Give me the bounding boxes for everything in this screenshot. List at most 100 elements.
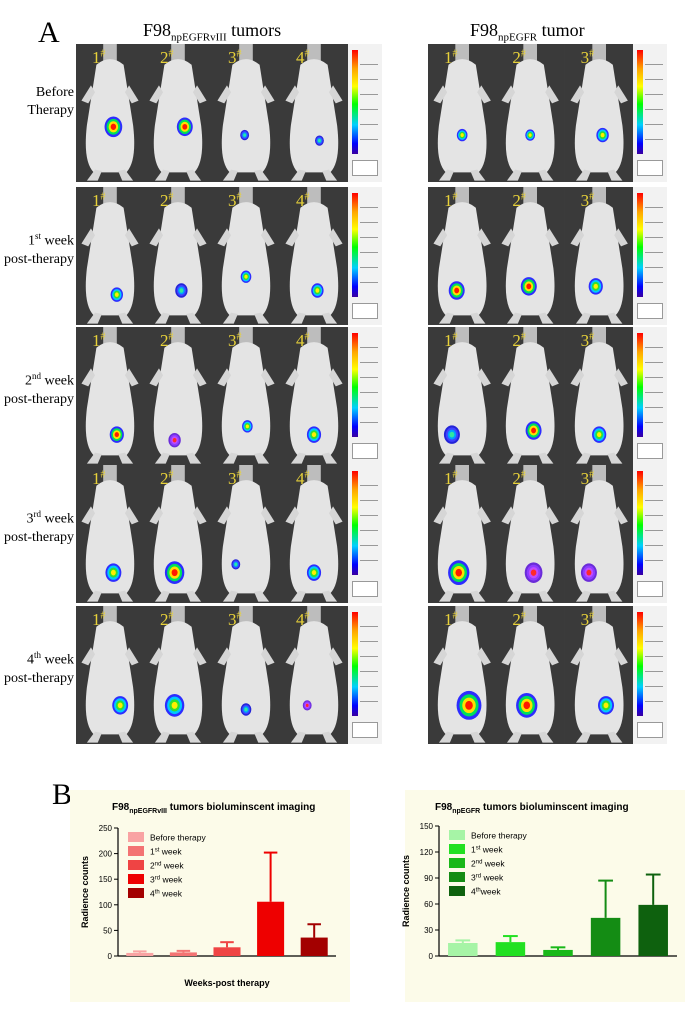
bioluminescence-spot	[172, 437, 177, 443]
mouse-number: 2	[512, 331, 521, 350]
mouse-image: 4#	[280, 44, 348, 182]
holder	[171, 327, 185, 347]
mouse-number: 2	[160, 48, 169, 67]
row-label-text: Before	[35, 85, 74, 100]
holder	[455, 44, 469, 64]
mouse-hindlimb-left	[154, 590, 170, 602]
mouse-hindlimb-left	[86, 452, 102, 464]
holder	[239, 187, 253, 207]
mouse-illustration	[76, 606, 144, 744]
mouse-hindlimb-left	[507, 731, 523, 743]
mouse-illustration	[564, 327, 633, 465]
mouse-hindlimb-right	[118, 169, 134, 181]
mouse-illustration	[144, 44, 212, 182]
mouse-number: 4	[296, 331, 305, 350]
panel-b-letter: B	[52, 778, 73, 811]
mouse-body	[153, 480, 203, 594]
mouse-number-suffix: #	[304, 610, 310, 622]
mouse-forelimb-right	[613, 228, 628, 247]
mouse-number-suffix: #	[589, 48, 595, 60]
row-label-tail: week	[40, 511, 74, 527]
mouse-illustration	[496, 465, 565, 603]
y-tick-label: 0	[429, 952, 434, 961]
mouse-forelimb-left	[217, 85, 232, 104]
mouse-forelimb-left	[149, 647, 164, 666]
mouse-hindlimb-left	[575, 452, 591, 464]
legend-tail: week	[159, 847, 182, 857]
mouse-image: 2#	[144, 187, 212, 325]
mouse-illustration	[280, 44, 348, 182]
mouse-forelimb-right	[124, 647, 139, 666]
bar-chart-1: 0 50 100 150 200 250 Radience counts Weeks-post…	[80, 824, 336, 988]
mouse-body	[85, 342, 135, 456]
mouse-hindlimb-left	[86, 169, 102, 181]
holder	[455, 187, 469, 207]
legend-tail: week	[481, 873, 504, 883]
row-label-line: post-therapy	[2, 391, 74, 409]
mouse-body	[437, 480, 487, 594]
mouse-number-label: 2#	[512, 331, 526, 351]
mouse-forelimb-right	[328, 506, 343, 525]
mouse-hindlimb-right	[538, 731, 554, 743]
mouse-forelimb-right	[477, 228, 491, 247]
row-label-tail: week	[40, 652, 74, 668]
mouse-number-suffix: #	[236, 331, 242, 343]
y-tick-label: 120	[420, 848, 434, 857]
legend-sup: rd	[155, 876, 160, 882]
row-label-sup: nd	[31, 371, 41, 381]
mouse-number-label: 4#	[296, 48, 310, 68]
mouse-number-suffix: #	[520, 48, 526, 60]
mouse-number-label: 2#	[512, 191, 526, 211]
row-label-text: 2	[24, 373, 32, 389]
legend-sup: nd	[155, 862, 162, 868]
bioluminescence-spot	[460, 133, 464, 137]
holder	[103, 606, 117, 626]
mouse-body	[153, 59, 203, 173]
mouse-hindlimb-left	[507, 169, 523, 181]
mouse-image: 2#	[496, 327, 565, 465]
mouse-hindlimb-right	[470, 169, 486, 181]
mouse-forelimb-left	[501, 506, 516, 525]
mouse-number-label: 3#	[581, 191, 595, 211]
bioluminescence-spot	[465, 700, 473, 710]
holder	[591, 44, 606, 64]
mouse-number-label: 4#	[296, 331, 310, 351]
chart-background-1	[70, 790, 350, 1002]
group-title-egfr: F98npEGFR tumor	[470, 20, 585, 44]
mouse-hindlimb-right	[322, 312, 338, 324]
mouse-number-suffix: #	[168, 191, 174, 203]
bioluminescence-spot	[311, 570, 317, 576]
holder	[523, 44, 538, 64]
holder	[523, 465, 538, 485]
mouse-number-suffix: #	[304, 469, 310, 481]
bar-2	[169, 952, 197, 956]
mouse-forelimb-left	[501, 368, 516, 387]
imaging-panel-L-row4: 1# 2# 3# 4#	[76, 465, 348, 603]
mouse-number: 4	[296, 610, 305, 629]
color-scale-legend-box	[352, 581, 378, 597]
mouse-forelimb-left	[81, 647, 96, 666]
color-scale-legend-box	[637, 581, 663, 597]
mouse-image: 4#	[280, 187, 348, 325]
mouse-number-suffix: #	[168, 469, 174, 481]
mouse-body	[574, 59, 624, 173]
mouse-body	[506, 202, 555, 316]
mouse-forelimb-left	[149, 506, 164, 525]
bioluminescence-spot	[318, 139, 321, 143]
mouse-hindlimb-right	[470, 312, 486, 324]
bioluminescence-spot	[179, 288, 184, 293]
imaging-panel-R-row4: 1# 2# 3#	[428, 465, 633, 603]
mouse-hindlimb-left	[154, 169, 170, 181]
chart-title-sub: npEGFRvIII	[129, 808, 167, 815]
row-label-line: Therapy	[2, 102, 74, 120]
legend-sup: st	[155, 848, 160, 854]
chart-title-sub: npEGFR	[452, 808, 481, 815]
mouse-number: 3	[580, 469, 590, 488]
mouse-image: 1#	[428, 465, 497, 603]
legend-text: 1	[150, 847, 155, 857]
mouse-number-suffix: #	[589, 610, 595, 622]
color-scale-ticks	[360, 333, 378, 437]
mouse-body	[506, 480, 555, 594]
mouse-image: 1#	[428, 44, 497, 182]
mouse-number: 4	[296, 191, 305, 210]
